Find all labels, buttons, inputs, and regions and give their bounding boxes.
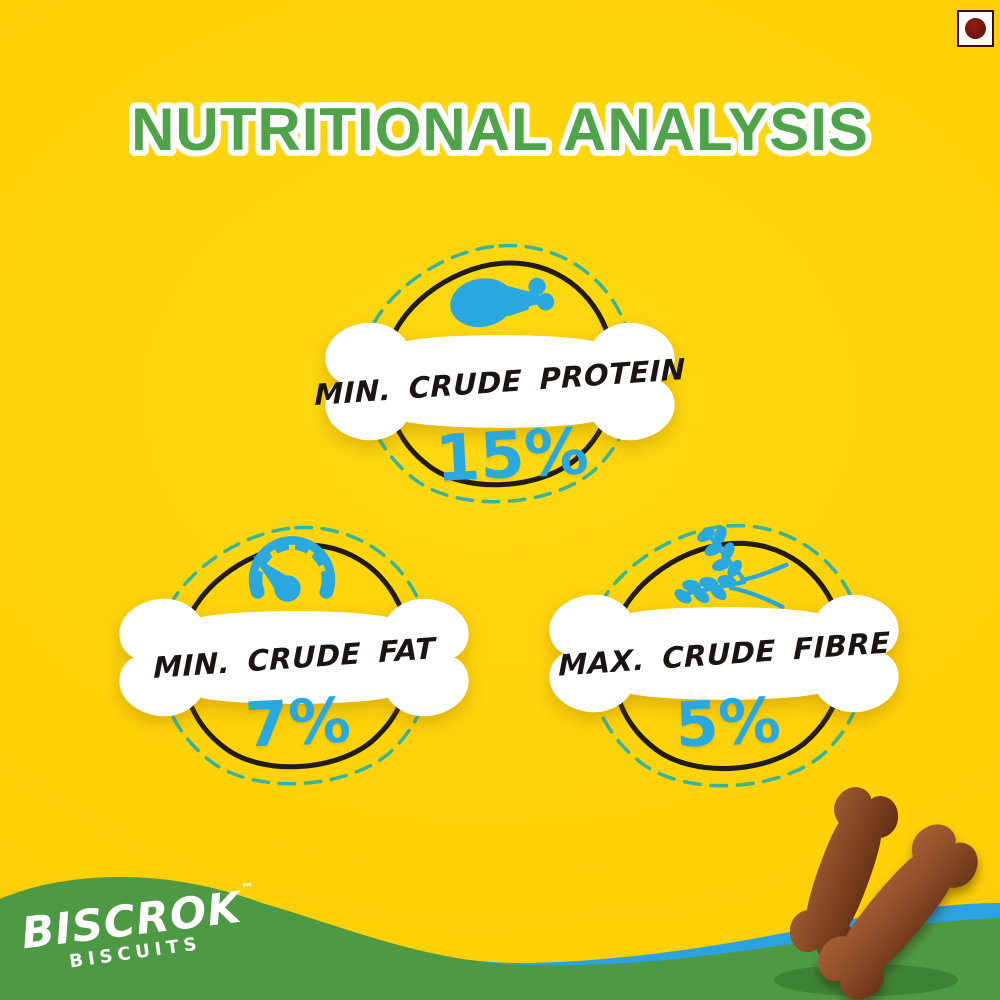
gauge-icon [248,536,336,602]
wheat-icon [674,525,789,610]
drumstick-icon [450,277,555,328]
title-banner: NUTRITIONAL ANALYSIS [125,90,874,169]
hand-drawn-ring [383,260,617,488]
fat-badge: MIN. CRUDE FAT 7% [108,512,484,804]
dashed-ring [157,525,433,786]
non-veg-dot [965,18,986,39]
dashed-ring [361,243,637,504]
non-veg-mark-icon [957,10,994,47]
dashed-ring [587,523,867,788]
fibre-badge: MAX. CRUDE FIBRE 5% [532,510,920,802]
trademark-symbol: ™ [240,880,256,898]
page-title: NUTRITIONAL ANALYSIS [131,96,869,163]
protein-badge-rings [361,243,637,504]
footer-wave [0,876,1000,1000]
wave-green-band [0,876,1000,1000]
protein-badge: MIN. CRUDE PROTEIN 15% [312,230,688,522]
biscuit-bones-image [774,781,988,1000]
